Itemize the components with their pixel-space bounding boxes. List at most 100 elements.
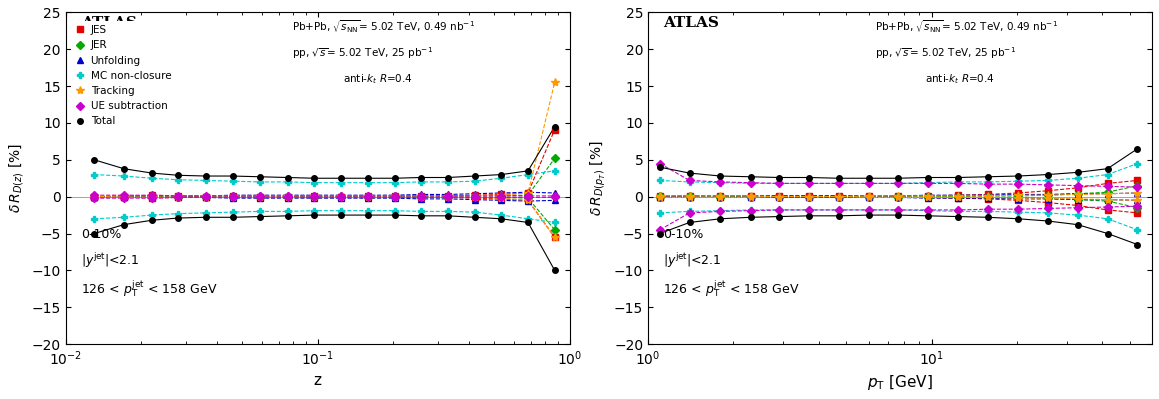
Unfolding: [172, 195, 185, 200]
Text: Pb+Pb, $\sqrt{s_{\mathrm{NN}}}$= 5.02 TeV, 0.49 nb$^{-1}$: Pb+Pb, $\sqrt{s_{\mathrm{NN}}}$= 5.02 Te…: [875, 19, 1058, 36]
MC non-closure: [522, 172, 535, 177]
MC non-closure: [414, 180, 428, 184]
Total: [387, 176, 401, 181]
Text: 126 < $p_{\mathrm{T}}^{\mathrm{jet}}$ < 158 GeV: 126 < $p_{\mathrm{T}}^{\mathrm{jet}}$ < …: [81, 278, 217, 299]
Tracking: [87, 194, 101, 199]
Total: [440, 175, 454, 180]
Unfolding: [253, 196, 267, 201]
Tracking: [145, 194, 159, 198]
Unfolding: [548, 198, 562, 203]
JES: [414, 194, 428, 198]
Unfolding: [334, 196, 348, 201]
Unfolding: [280, 196, 294, 201]
Line: Total: Total: [92, 124, 557, 181]
JER: [495, 194, 509, 198]
Tracking: [548, 80, 562, 85]
Line: JES: JES: [92, 127, 557, 200]
Text: pp, $\sqrt{s}$= 5.02 TeV, 25 pb$^{-1}$: pp, $\sqrt{s}$= 5.02 TeV, 25 pb$^{-1}$: [292, 45, 433, 61]
Line: Unfolding: Unfolding: [90, 193, 559, 205]
JES: [307, 194, 321, 198]
Text: 126 < $p_{\mathrm{T}}^{\mathrm{jet}}$ < 158 GeV: 126 < $p_{\mathrm{T}}^{\mathrm{jet}}$ < …: [663, 278, 800, 299]
JER: [253, 194, 267, 199]
Unfolding: [360, 196, 374, 201]
Unfolding: [87, 194, 101, 199]
MC non-closure: [548, 168, 562, 173]
Total: [360, 176, 374, 181]
Text: Pb+Pb, $\sqrt{s_{\mathrm{NN}}}$= 5.02 TeV, 0.49 nb$^{-1}$: Pb+Pb, $\sqrt{s_{\mathrm{NN}}}$= 5.02 Te…: [292, 19, 475, 36]
JER: [87, 194, 101, 199]
UE subtraction: [280, 194, 294, 198]
MC non-closure: [440, 180, 454, 184]
MC non-closure: [87, 172, 101, 177]
MC non-closure: [226, 179, 240, 184]
JES: [87, 194, 101, 199]
Text: $|y^{\mathrm{jet}}|$<2.1: $|y^{\mathrm{jet}}|$<2.1: [81, 251, 139, 270]
Unfolding: [495, 198, 509, 203]
UE subtraction: [253, 194, 267, 198]
MC non-closure: [334, 180, 348, 185]
JER: [387, 194, 401, 199]
Text: 0-10%: 0-10%: [663, 228, 704, 241]
MC non-closure: [307, 180, 321, 185]
Tracking: [253, 194, 267, 198]
Total: [414, 175, 428, 180]
JES: [199, 194, 213, 199]
JER: [522, 193, 535, 198]
UE subtraction: [172, 194, 185, 198]
Tracking: [199, 194, 213, 198]
JER: [280, 194, 294, 199]
Line: MC non-closure: MC non-closure: [90, 168, 559, 186]
Tracking: [468, 194, 482, 198]
Total: [87, 158, 101, 162]
UE subtraction: [117, 193, 131, 198]
Total: [548, 124, 562, 129]
MC non-closure: [360, 180, 374, 185]
UE subtraction: [360, 194, 374, 198]
Total: [334, 176, 348, 181]
MC non-closure: [495, 176, 509, 181]
Line: JER: JER: [92, 156, 557, 200]
Unfolding: [145, 195, 159, 200]
UE subtraction: [495, 194, 509, 198]
Text: 0-10%: 0-10%: [81, 228, 121, 241]
Y-axis label: $\delta\,R_{D(p_T)}$ [%]: $\delta\,R_{D(p_T)}$ [%]: [589, 140, 608, 216]
JER: [226, 194, 240, 199]
Tracking: [172, 194, 185, 198]
UE subtraction: [548, 194, 562, 198]
Text: ATLAS: ATLAS: [663, 16, 719, 30]
Unfolding: [307, 196, 321, 201]
Text: ATLAS: ATLAS: [81, 16, 137, 30]
Tracking: [334, 194, 348, 198]
MC non-closure: [172, 177, 185, 182]
JER: [145, 194, 159, 199]
Tracking: [360, 194, 374, 198]
JER: [307, 194, 321, 199]
Unfolding: [414, 196, 428, 201]
JES: [145, 193, 159, 198]
Total: [280, 175, 294, 180]
UE subtraction: [334, 194, 348, 198]
Tracking: [280, 194, 294, 198]
MC non-closure: [280, 180, 294, 184]
JER: [334, 194, 348, 199]
JER: [548, 156, 562, 161]
UE subtraction: [226, 194, 240, 198]
JES: [522, 191, 535, 196]
UE subtraction: [440, 194, 454, 198]
Total: [522, 168, 535, 173]
MC non-closure: [387, 180, 401, 185]
Unfolding: [468, 197, 482, 202]
JES: [495, 192, 509, 197]
Total: [172, 173, 185, 178]
JES: [172, 194, 185, 198]
JES: [117, 194, 131, 199]
Unfolding: [226, 196, 240, 201]
Text: anti-$k_{t}$ $R$=0.4: anti-$k_{t}$ $R$=0.4: [925, 72, 996, 86]
Total: [117, 166, 131, 171]
Total: [145, 171, 159, 176]
X-axis label: z: z: [314, 373, 321, 388]
UE subtraction: [387, 194, 401, 198]
Total: [226, 174, 240, 178]
MC non-closure: [145, 176, 159, 181]
Line: UE subtraction: UE subtraction: [92, 192, 557, 199]
